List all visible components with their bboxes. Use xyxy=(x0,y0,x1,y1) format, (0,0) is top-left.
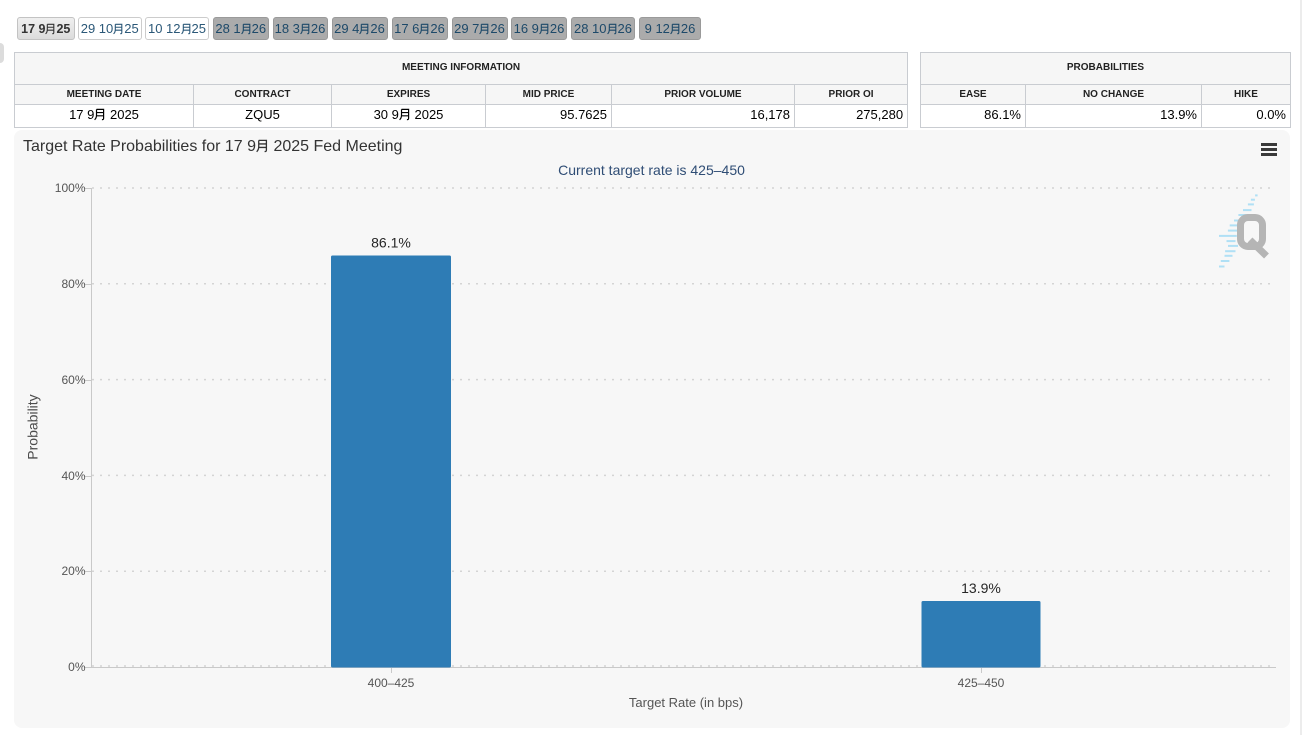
svg-text:Target Rate (in bps): Target Rate (in bps) xyxy=(629,695,743,710)
svg-text:100%: 100% xyxy=(55,181,86,195)
svg-text:60%: 60% xyxy=(61,373,85,387)
svg-text:80%: 80% xyxy=(61,277,85,291)
svg-text:13.9%: 13.9% xyxy=(961,580,1001,596)
svg-text:86.1%: 86.1% xyxy=(371,235,411,251)
svg-text:400–425: 400–425 xyxy=(368,676,415,690)
svg-text:40%: 40% xyxy=(61,469,85,483)
svg-text:20%: 20% xyxy=(61,564,85,578)
svg-text:425–450: 425–450 xyxy=(958,676,1005,690)
svg-text:Probability: Probability xyxy=(25,394,41,459)
svg-text:0%: 0% xyxy=(68,660,86,674)
